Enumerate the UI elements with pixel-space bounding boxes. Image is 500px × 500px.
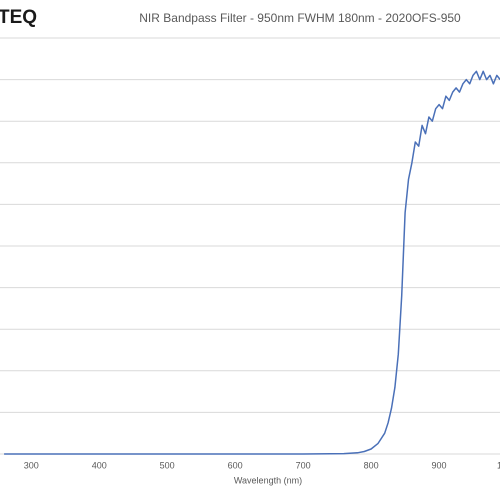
x-tick-label: 800 (364, 460, 379, 470)
x-tick-label: 600 (228, 460, 243, 470)
x-tick-label: 700 (296, 460, 311, 470)
x-axis-label: Wavelength (nm) (234, 475, 302, 485)
x-tick-label: 400 (92, 460, 107, 470)
chart-title: NIR Bandpass Filter - 950nm FWHM 180nm -… (139, 11, 461, 25)
x-tick-label: 300 (24, 460, 39, 470)
x-tick-label: 500 (160, 460, 175, 470)
data-line (4, 70, 500, 455)
x-tick-label: 1000 (497, 460, 500, 470)
logo: TEQ (0, 7, 37, 28)
x-tick-label: 900 (432, 460, 447, 470)
